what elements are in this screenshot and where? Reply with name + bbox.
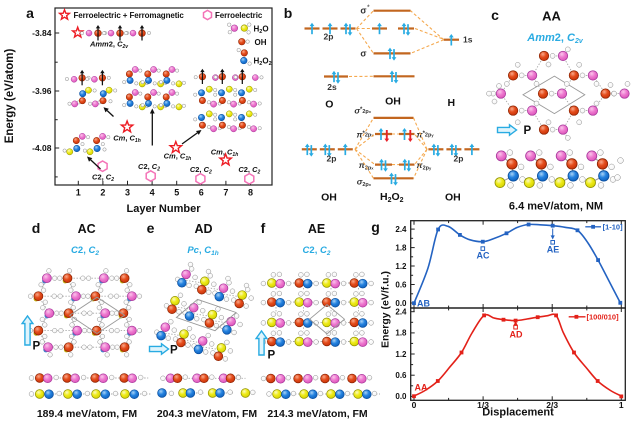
svg-text:H2O2: H2O2 — [380, 191, 404, 204]
svg-text:σ*2px: σ*2px — [354, 106, 371, 116]
svg-text:Amm2, C2v: Amm2, C2v — [89, 40, 129, 51]
svg-text:2p: 2p — [327, 154, 337, 164]
svg-text:OH: OH — [321, 192, 337, 204]
svg-text:c: c — [491, 7, 499, 23]
svg-text:AB: AB — [417, 298, 430, 308]
svg-text:σ: σ — [360, 49, 366, 59]
svg-text:[100/010]: [100/010] — [587, 313, 620, 322]
svg-text:C2, C2: C2, C2 — [138, 162, 160, 173]
svg-text:189.4 meV/atom, FM: 189.4 meV/atom, FM — [37, 408, 138, 420]
svg-text:AC: AC — [477, 251, 490, 261]
svg-text:C2, C2: C2, C2 — [92, 173, 114, 184]
svg-text:-3.84: -3.84 — [32, 28, 52, 38]
svg-text:P: P — [33, 341, 41, 353]
svg-text:1.8: 1.8 — [395, 329, 407, 338]
svg-text:Cm, C1h: Cm, C1h — [164, 152, 192, 163]
svg-text:H: H — [448, 97, 456, 109]
svg-text:3: 3 — [125, 188, 130, 198]
svg-text:1.2: 1.2 — [395, 350, 407, 359]
svg-text:6: 6 — [199, 188, 204, 198]
svg-text:f: f — [261, 220, 266, 236]
svg-text:P: P — [268, 350, 276, 362]
svg-text:C2, C2: C2, C2 — [71, 245, 99, 257]
svg-text:2s: 2s — [327, 82, 337, 92]
svg-text:0.0: 0.0 — [395, 299, 407, 308]
svg-text:e: e — [147, 220, 155, 236]
svg-text:g: g — [371, 219, 380, 235]
svg-text:0.0: 0.0 — [395, 392, 407, 401]
svg-text:2.4: 2.4 — [395, 225, 407, 234]
svg-text:2: 2 — [100, 188, 105, 198]
svg-text:AE: AE — [547, 245, 560, 255]
svg-text:OH: OH — [445, 192, 461, 204]
svg-text:Amm2, C2v: Amm2, C2v — [526, 32, 584, 45]
svg-text:Ferroelectric: Ferroelectric — [215, 11, 263, 20]
svg-text:AA: AA — [542, 9, 561, 24]
svg-text:π2px: π2px — [359, 160, 374, 172]
svg-text:0: 0 — [412, 400, 417, 410]
svg-text:6.4 meV/atom, NM: 6.4 meV/atom, NM — [509, 201, 603, 213]
svg-text:OH: OH — [255, 38, 267, 47]
svg-text:AD: AD — [194, 222, 212, 236]
svg-text:1s: 1s — [463, 35, 473, 45]
svg-text:AD: AD — [510, 330, 523, 340]
svg-text:1: 1 — [619, 400, 624, 410]
svg-text:204.3 meV/atom, FM: 204.3 meV/atom, FM — [157, 408, 258, 420]
svg-text:P: P — [170, 345, 178, 357]
svg-text:5: 5 — [174, 188, 179, 198]
svg-text:C2, C2: C2, C2 — [190, 165, 212, 176]
svg-text:Pc, C1h: Pc, C1h — [187, 245, 218, 257]
svg-text:Cm, C1h: Cm, C1h — [211, 148, 239, 159]
svg-text:7: 7 — [223, 188, 228, 198]
svg-text:H2O2: H2O2 — [254, 57, 272, 68]
svg-text:OH: OH — [385, 96, 401, 108]
svg-text:Displacement: Displacement — [482, 406, 554, 418]
svg-text:AE: AE — [308, 222, 325, 236]
svg-text:1.8: 1.8 — [395, 243, 407, 252]
svg-text:π*2py: π*2py — [417, 129, 435, 139]
svg-text:d: d — [32, 220, 41, 236]
svg-text:C2, C2: C2, C2 — [238, 165, 260, 176]
svg-text:[1-10]: [1-10] — [603, 223, 624, 232]
svg-text:4: 4 — [150, 188, 155, 198]
svg-text:a: a — [26, 5, 34, 21]
svg-text:Layer Number: Layer Number — [127, 203, 202, 215]
svg-text:2p: 2p — [454, 154, 464, 164]
svg-text:1.2: 1.2 — [395, 262, 407, 271]
svg-text:σ: σ — [360, 6, 366, 16]
svg-text:O: O — [325, 99, 333, 111]
svg-text:-4.08: -4.08 — [32, 143, 52, 153]
svg-text:σ2px: σ2px — [357, 176, 372, 188]
svg-text:Energy (eV/atom): Energy (eV/atom) — [4, 49, 16, 144]
svg-text:Cm, C1h: Cm, C1h — [113, 134, 141, 145]
svg-text:C2, C2: C2, C2 — [303, 245, 331, 257]
svg-text:8: 8 — [248, 188, 253, 198]
svg-text:P: P — [524, 125, 532, 137]
svg-text:2p: 2p — [324, 32, 334, 42]
svg-text:214.3 meV/atom, FM: 214.3 meV/atom, FM — [267, 408, 368, 420]
svg-text:1: 1 — [76, 188, 81, 198]
svg-text:b: b — [284, 5, 293, 21]
svg-text:0.6: 0.6 — [395, 371, 407, 380]
svg-text:AA: AA — [415, 383, 428, 393]
svg-text:2.4: 2.4 — [395, 308, 407, 317]
svg-text:AC: AC — [78, 222, 96, 236]
svg-text:0.6: 0.6 — [395, 280, 407, 289]
svg-text:Ferroelectric + Ferromagnetic: Ferroelectric + Ferromagnetic — [74, 11, 185, 20]
svg-text:*: * — [367, 5, 370, 12]
svg-text:H2O: H2O — [254, 24, 269, 35]
svg-text:-3.96: -3.96 — [32, 86, 52, 96]
svg-text:1/3: 1/3 — [477, 400, 489, 410]
svg-text:2/3: 2/3 — [546, 400, 558, 410]
svg-text:Energy (eV/f.u.): Energy (eV/f.u.) — [380, 271, 392, 348]
